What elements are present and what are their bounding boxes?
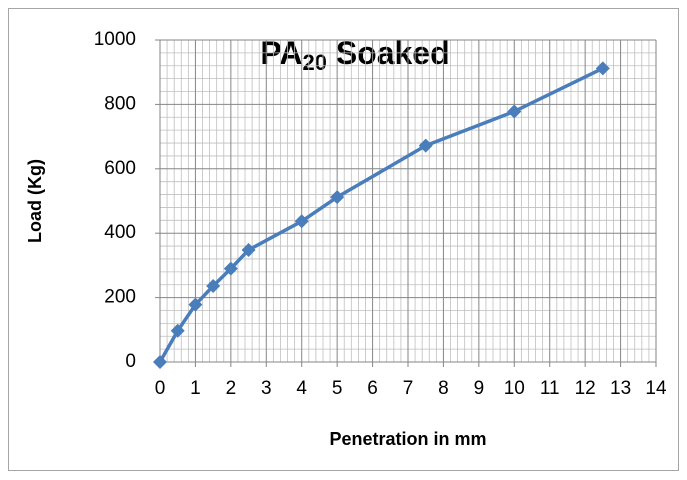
x-tick-label: 1	[190, 378, 201, 399]
y-tick-label: 0	[125, 351, 136, 372]
x-tick-label: 6	[367, 378, 378, 399]
x-tick-label: 14	[645, 378, 667, 399]
x-tick-label: 8	[438, 378, 449, 399]
y-tick-label: 200	[104, 287, 136, 308]
y-tick-label: 1000	[94, 29, 136, 50]
x-tick-label: 9	[474, 378, 485, 399]
data-point	[241, 242, 256, 257]
chart-title: PA20 Soaked	[260, 35, 449, 74]
data-point	[223, 261, 238, 276]
y-tick-label: 800	[104, 93, 136, 114]
y-tick-label: 600	[104, 158, 136, 179]
data-point	[418, 138, 433, 153]
x-tick-label: 4	[296, 378, 307, 399]
x-tick-label: 7	[403, 378, 414, 399]
x-tick-label: 3	[261, 378, 272, 399]
data-point	[170, 323, 185, 338]
x-tick-label: 2	[226, 378, 237, 399]
x-tick-label: 0	[155, 378, 166, 399]
y-tick-label: 400	[104, 222, 136, 243]
x-tick-label: 10	[504, 378, 525, 399]
x-tick-label: 11	[540, 378, 560, 399]
data-point	[507, 104, 522, 119]
data-point	[206, 279, 221, 294]
x-axis-label: Penetration in mm	[329, 429, 486, 449]
x-tick-label: 13	[610, 378, 631, 399]
data-point	[595, 61, 610, 76]
data-point	[330, 190, 345, 205]
data-point	[188, 297, 203, 312]
y-axis-label: Load (Kg)	[25, 159, 45, 243]
x-tick-label: 12	[575, 378, 596, 399]
data-point	[153, 355, 167, 369]
data-point	[294, 214, 309, 229]
x-tick-label: 5	[332, 378, 343, 399]
